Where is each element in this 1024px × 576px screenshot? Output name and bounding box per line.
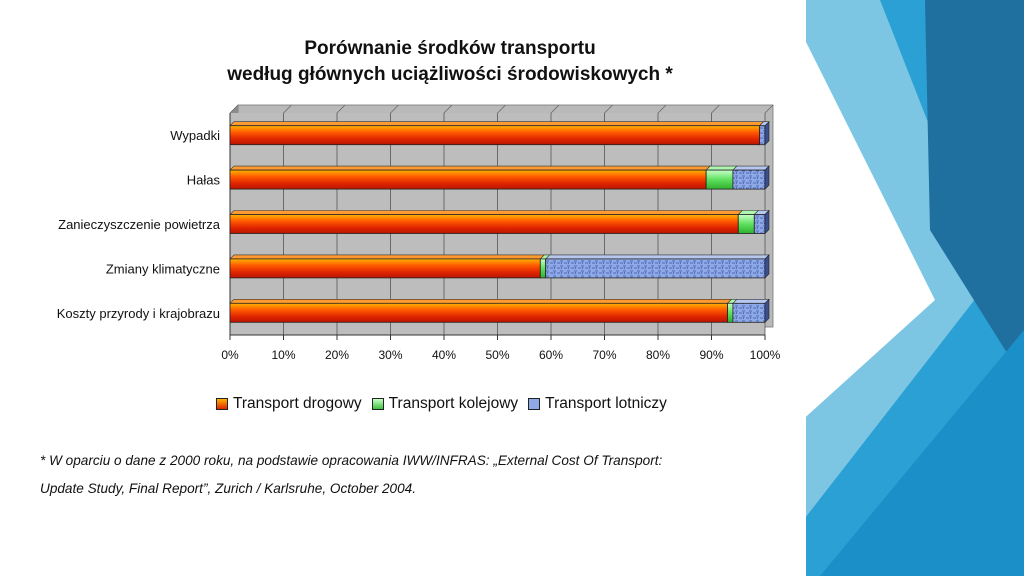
bar-end-cap bbox=[764, 120, 770, 146]
gridline-top bbox=[497, 104, 506, 114]
bar-segment-transport-lotniczy bbox=[759, 125, 766, 146]
bar-top-1 bbox=[705, 165, 738, 171]
deco-shape-right-bottom bbox=[820, 330, 1024, 576]
gridline-top bbox=[711, 104, 720, 114]
bar-top-0 bbox=[229, 121, 765, 126]
category-label: Zanieczyszczenie powietrza bbox=[58, 217, 221, 232]
footnote-line-2: Update Study, Final Report”, Zurich / Ka… bbox=[40, 481, 417, 496]
x-tick-label: 90% bbox=[699, 348, 723, 362]
bar-top-2 bbox=[544, 254, 770, 260]
gridline-top bbox=[443, 104, 453, 114]
bar-segment-transport-lotniczy bbox=[545, 258, 766, 279]
bar-end-cap bbox=[764, 298, 770, 324]
bar-segment-transport-kolejowy bbox=[705, 169, 734, 190]
bar-end-cap bbox=[764, 254, 770, 279]
bar-segment-transport-lotniczy bbox=[732, 302, 766, 323]
x-tick-label: 60% bbox=[539, 348, 563, 362]
x-tick-label: 100% bbox=[750, 348, 781, 362]
bar-segment-transport-drogowy bbox=[229, 302, 728, 323]
bar-top-2 bbox=[732, 165, 770, 171]
category-label: Wypadki bbox=[170, 128, 220, 143]
x-tick-label: 50% bbox=[485, 348, 509, 362]
category-label: Zmiany klimatyczne bbox=[106, 261, 220, 276]
legend-label: Transport kolejowy bbox=[388, 395, 519, 412]
gridline-top bbox=[229, 104, 239, 114]
x-tick-label: 70% bbox=[592, 348, 616, 362]
category-label: Hałas bbox=[187, 173, 221, 188]
legend-label: Transport lotniczy bbox=[545, 395, 667, 412]
bar-segment-transport-lotniczy bbox=[732, 169, 766, 190]
bar-end-cap bbox=[764, 209, 770, 235]
bar-segment-transport-drogowy bbox=[229, 169, 707, 190]
legend-swatch bbox=[371, 398, 384, 410]
legend-item: Transport drogowy bbox=[216, 395, 362, 413]
gridline-top bbox=[764, 104, 774, 114]
legend-swatch bbox=[216, 398, 228, 410]
legend: Transport drogowy Transport kolejowy Trans… bbox=[216, 394, 667, 414]
bar-top-2 bbox=[732, 298, 770, 304]
x-tick-label: 40% bbox=[432, 348, 456, 362]
gridline-top bbox=[550, 104, 560, 114]
deco-shape-right-dark bbox=[925, 0, 1024, 380]
legend-swatch bbox=[528, 398, 541, 410]
bar-segment-transport-lotniczy bbox=[753, 214, 766, 234]
bar-top-0 bbox=[229, 165, 711, 171]
x-tick-label: 80% bbox=[646, 348, 670, 362]
gridline-top bbox=[283, 104, 292, 114]
bar-top-0 bbox=[229, 298, 733, 304]
bar-segment-transport-drogowy bbox=[229, 214, 739, 234]
gridline-top bbox=[336, 104, 346, 114]
x-tick-label: 20% bbox=[325, 348, 349, 362]
category-label: Koszty przyrody i krajobrazu bbox=[57, 306, 220, 321]
legend-item: Transport kolejowy bbox=[371, 395, 519, 413]
bar-end-cap bbox=[764, 165, 770, 190]
x-tick-label: 30% bbox=[378, 348, 402, 362]
gridline-top bbox=[657, 104, 667, 114]
bar-segment-transport-drogowy bbox=[229, 258, 541, 279]
chart-title-line-1: Porównanie środków transportu bbox=[304, 38, 596, 59]
legend-label: Transport drogowy bbox=[233, 395, 362, 412]
bar-segment-transport-kolejowy bbox=[539, 258, 547, 279]
gridline-top bbox=[390, 104, 399, 114]
footnote-line-1: * W oparciu o dane z 2000 roku, na podst… bbox=[40, 453, 663, 468]
legend-item: Transport lotniczy bbox=[528, 395, 667, 413]
gridline-top bbox=[604, 104, 613, 114]
bar-top-0 bbox=[229, 254, 546, 260]
bar-segment-transport-kolejowy bbox=[727, 302, 734, 323]
bar-top-0 bbox=[229, 210, 743, 215]
x-tick-label: 0% bbox=[221, 348, 239, 362]
bar-segment-transport-kolejowy bbox=[737, 214, 755, 234]
x-tick-label: 10% bbox=[271, 348, 295, 362]
bar-segment-transport-drogowy bbox=[229, 125, 761, 146]
chart-title-line-2: według głównych uciążliwości środowiskow… bbox=[227, 64, 673, 85]
